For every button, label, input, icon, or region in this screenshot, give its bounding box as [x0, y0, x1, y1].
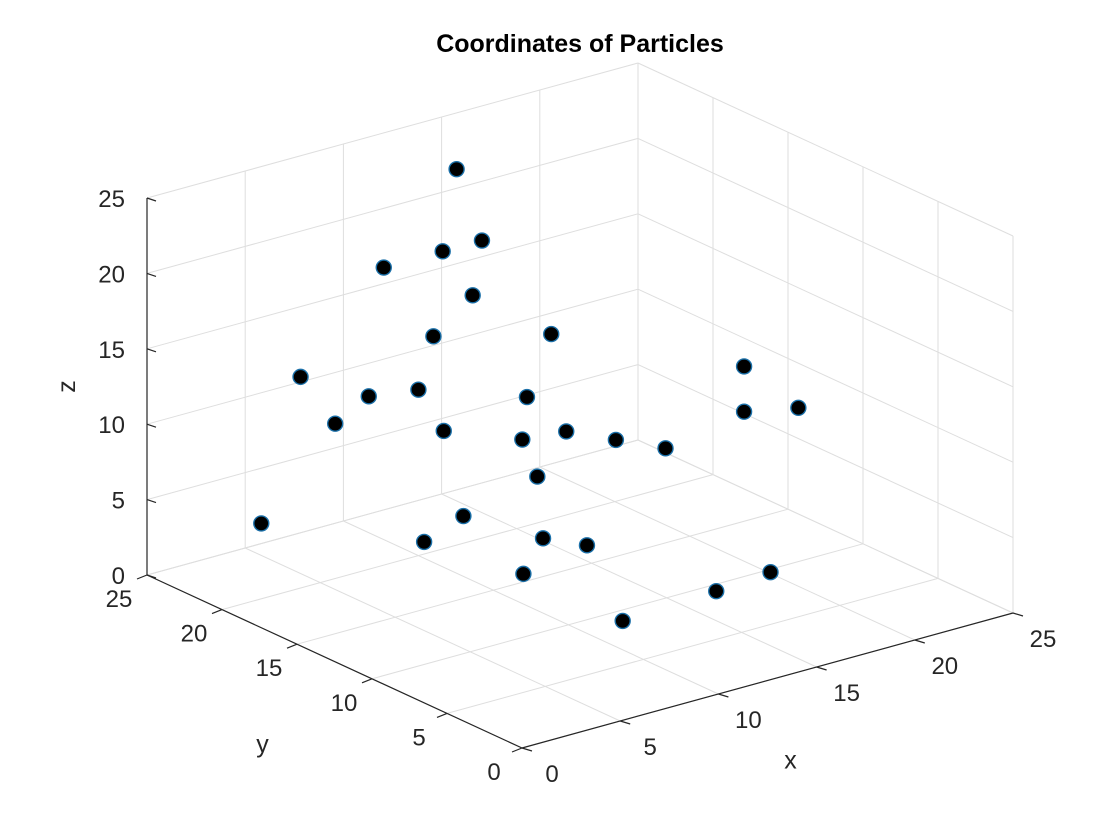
- grid-line: [146, 213, 639, 350]
- x-tick-mark: [1012, 612, 1024, 617]
- data-point: [534, 530, 552, 547]
- x-axis-line: [521, 612, 1014, 749]
- grid-line: [343, 520, 719, 695]
- x-tick-label: 25: [1030, 626, 1057, 653]
- data-point: [415, 533, 433, 551]
- grid-line: [539, 466, 916, 641]
- grid-line: [637, 364, 1014, 539]
- data-point: [515, 565, 532, 583]
- y-tick-label: 15: [256, 655, 283, 682]
- y-tick-label: 0: [487, 759, 500, 786]
- x-tick-label: 15: [833, 680, 860, 707]
- data-point: [434, 243, 451, 260]
- y-tick-label: 25: [106, 586, 133, 613]
- y-tick-mark: [361, 678, 373, 684]
- grid-line: [637, 213, 1014, 388]
- grid-line: [146, 288, 639, 425]
- grid-line: [146, 364, 639, 501]
- z-tick-label: 0: [112, 563, 125, 590]
- y-tick-label: 20: [181, 621, 208, 648]
- points-layer: [253, 160, 807, 630]
- z-tick-mark: [146, 272, 157, 277]
- z-tick-label: 10: [98, 412, 125, 439]
- data-point: [529, 468, 546, 485]
- grid-line: [146, 439, 639, 576]
- x-tick-label: 20: [931, 653, 958, 680]
- grid-line: [637, 288, 1014, 463]
- grid-line: [221, 474, 714, 611]
- data-point: [657, 440, 674, 457]
- data-point: [708, 582, 725, 600]
- data-point: [425, 328, 442, 345]
- z-tick-label: 15: [98, 337, 125, 364]
- data-point: [607, 431, 625, 449]
- y-tick-mark: [286, 643, 298, 649]
- data-point: [735, 403, 753, 420]
- data-point: [762, 564, 779, 581]
- grid-line: [146, 62, 639, 199]
- grid-line: [446, 577, 939, 714]
- x-tick-mark: [620, 720, 631, 725]
- data-point: [375, 259, 392, 276]
- x-tick-label: 10: [735, 707, 762, 734]
- chart-title: Coordinates of Particles: [436, 30, 724, 58]
- data-point: [578, 537, 596, 554]
- x-tick-mark: [816, 666, 827, 671]
- x-axis-label: x: [784, 747, 797, 775]
- x-tick-mark: [521, 747, 533, 752]
- x-tick-label: 5: [644, 734, 657, 761]
- data-point: [735, 358, 753, 375]
- data-point: [790, 399, 807, 416]
- data-point: [435, 422, 452, 440]
- grid-line: [244, 547, 621, 722]
- z-axis-label: z: [53, 380, 81, 393]
- z-tick-label: 25: [98, 186, 125, 213]
- data-point: [455, 507, 472, 525]
- data-point: [464, 287, 481, 304]
- grid-layer: [146, 62, 1014, 749]
- z-tick-label: 5: [112, 488, 125, 515]
- grid-line: [637, 439, 1014, 614]
- y-tick-label: 5: [412, 724, 425, 751]
- data-point: [410, 381, 427, 398]
- data-point: [360, 388, 377, 405]
- data-point: [473, 232, 491, 249]
- data-point: [543, 325, 560, 343]
- data-point: [253, 515, 270, 532]
- z-tick-mark: [146, 499, 157, 504]
- z-tick-label: 20: [98, 261, 125, 288]
- grid-line: [637, 137, 1014, 312]
- z-tick-mark: [146, 348, 157, 353]
- y-tick-label: 10: [331, 690, 358, 717]
- y-tick-mark: [136, 574, 148, 580]
- y-axis-label: y: [256, 731, 269, 759]
- grid-line: [146, 137, 639, 274]
- x-tick-mark: [718, 693, 729, 698]
- grid-line: [296, 508, 789, 645]
- data-point: [518, 388, 536, 406]
- data-point: [292, 368, 309, 386]
- data-point: [558, 423, 575, 440]
- data-point: [448, 160, 465, 178]
- z-tick-mark: [146, 423, 157, 428]
- y-tick-mark: [211, 609, 223, 615]
- y-tick-mark: [436, 712, 448, 718]
- y-tick-mark: [511, 747, 523, 753]
- x-tick-label: 0: [545, 761, 558, 788]
- grid-line: [371, 543, 864, 680]
- y-axis-line: [146, 574, 523, 749]
- grid-line: [441, 493, 817, 668]
- grid-line: [637, 62, 1014, 237]
- z-tick-mark: [146, 197, 157, 202]
- x-tick-mark: [914, 639, 925, 644]
- data-point: [327, 415, 344, 432]
- z-tick-mark: [146, 574, 157, 579]
- data-point: [614, 612, 631, 630]
- data-point: [514, 431, 531, 448]
